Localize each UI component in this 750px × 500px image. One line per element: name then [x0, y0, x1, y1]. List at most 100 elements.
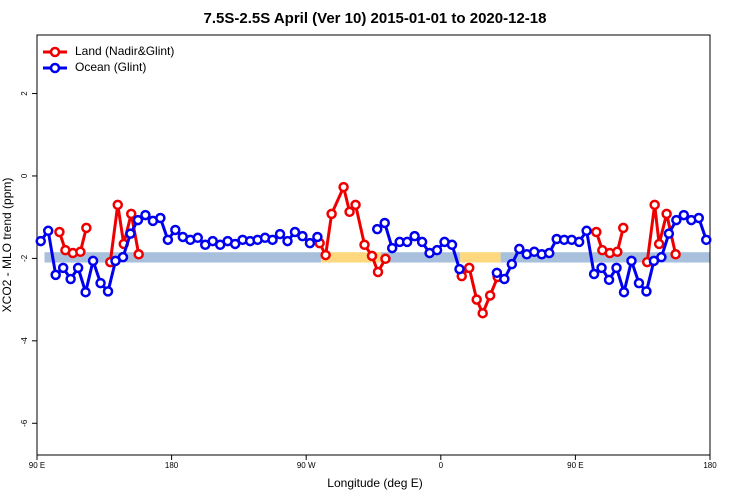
data-point [282, 235, 293, 247]
data-point [170, 224, 181, 236]
data-point [132, 214, 144, 226]
legend-label: Land (Nadir&Glint) [75, 44, 174, 58]
y-tick-label: -4 [20, 337, 29, 345]
x-axis-label: Longitude (deg E) [327, 476, 422, 490]
data-point [54, 226, 65, 238]
data-point [125, 208, 137, 220]
data-point [506, 258, 518, 270]
surface-band [500, 252, 710, 263]
data-point [102, 286, 114, 297]
data-point [133, 249, 144, 260]
data-point [386, 242, 398, 254]
chart-title: 7.5S-2.5S April (Ver 10) 2015-01-01 to 2… [204, 10, 547, 27]
plot-frame [36, 34, 711, 456]
data-point [543, 247, 555, 259]
data-point [289, 226, 301, 238]
legend-label: Ocean (Glint) [75, 60, 146, 74]
data-point [626, 255, 637, 267]
data-point [641, 286, 652, 297]
data-point [72, 262, 84, 274]
y-tick-label: -6 [20, 419, 29, 427]
data-point [312, 231, 323, 243]
data-point [653, 238, 665, 250]
data-point [359, 239, 370, 251]
data-point [633, 277, 645, 289]
data-point [656, 251, 667, 263]
data-point [581, 225, 592, 237]
data-point [409, 230, 420, 242]
series-line [58, 182, 678, 318]
data-point [350, 199, 361, 211]
data-point [65, 273, 76, 285]
data-point [678, 209, 690, 221]
data-point [372, 266, 384, 278]
data-point [612, 246, 623, 258]
data-point [304, 237, 316, 249]
data-point [401, 236, 413, 248]
x-tick-label: 180 [703, 461, 717, 470]
surface-band [321, 252, 381, 263]
data-point [42, 225, 54, 237]
data-point [117, 251, 129, 263]
data-point [297, 230, 308, 242]
data-point [618, 286, 630, 298]
data-point [155, 212, 166, 224]
x-tick-label: 90 W [297, 461, 316, 470]
data-point [671, 214, 682, 226]
y-axis-label: XCO2 - MLO trend (ppm) [0, 178, 14, 313]
data-point [416, 236, 428, 248]
data-point [267, 234, 278, 246]
data-point [326, 208, 337, 220]
data-point [446, 239, 458, 251]
surface-band [44, 252, 322, 263]
data-point [431, 244, 443, 256]
data-point [454, 263, 465, 275]
y-tick-label: -2 [20, 254, 29, 262]
data-point [140, 209, 151, 221]
data-point [611, 262, 622, 274]
data-point [75, 246, 86, 258]
data-point [591, 226, 602, 238]
data-point [162, 234, 174, 246]
surface-band [460, 252, 501, 263]
data-point [670, 249, 681, 260]
x-tick-label: 90 E [29, 461, 45, 470]
data-point [618, 222, 629, 234]
data-point [344, 206, 355, 218]
legend-marker [49, 62, 61, 74]
surface-band [380, 252, 461, 263]
data-point [491, 267, 503, 279]
x-tick-label: 90 E [567, 461, 583, 470]
x-tick-label: 0 [439, 461, 444, 470]
data-point [603, 274, 615, 286]
data-point [477, 307, 488, 319]
data-point [57, 262, 69, 274]
data-point [338, 181, 349, 193]
y-tick-label: 2 [20, 91, 29, 96]
data-point [484, 290, 496, 301]
data-point [499, 273, 510, 285]
data-point [463, 262, 475, 274]
data-point [81, 222, 92, 234]
data-point [701, 234, 712, 246]
data-point [320, 249, 331, 261]
data-point [596, 262, 607, 274]
x-tick-label: 180 [165, 461, 179, 470]
data-point [35, 235, 46, 247]
data-point [95, 277, 106, 289]
legend-marker [49, 46, 61, 58]
data-point [87, 255, 99, 267]
data-point [371, 223, 383, 235]
data-point [229, 238, 241, 250]
data-point [514, 243, 525, 255]
data-point [80, 286, 91, 298]
data-point [50, 269, 61, 281]
data-point [274, 228, 286, 240]
y-tick-label: 0 [20, 173, 29, 178]
data-point [661, 208, 672, 220]
data-point [588, 268, 600, 280]
data-point [366, 250, 378, 262]
data-point [471, 294, 482, 305]
data-point [112, 199, 124, 211]
